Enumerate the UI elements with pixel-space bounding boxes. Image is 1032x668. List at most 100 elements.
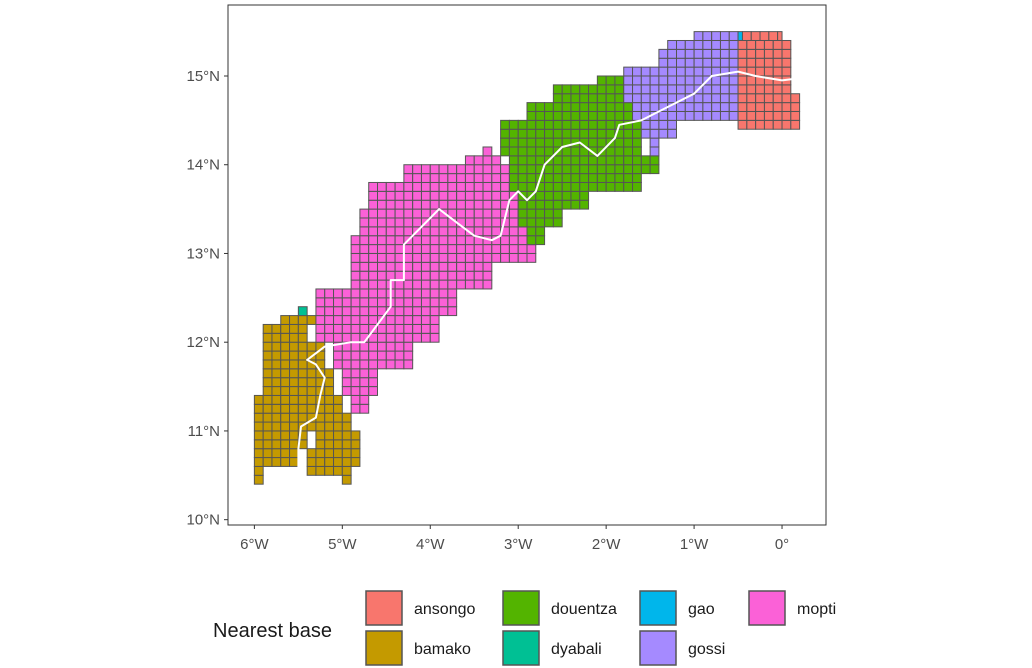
cell-gossi: [728, 93, 739, 104]
y-tick-label: 11°N: [188, 423, 220, 440]
cell-mopti: [482, 199, 493, 210]
cell-ansongo: [781, 57, 792, 68]
cell-mopti: [394, 199, 405, 210]
cell-ansongo: [772, 84, 783, 95]
cell-douentza: [500, 137, 510, 148]
cell-douentza: [570, 181, 581, 192]
cell-bamako: [262, 457, 273, 467]
cell-bamako: [271, 439, 282, 450]
cell-bamako: [271, 332, 282, 343]
cell-bamako: [289, 394, 299, 405]
cell-mopti: [420, 306, 431, 317]
cell-mopti: [438, 297, 449, 308]
cell-mopti: [429, 323, 440, 334]
cell-bamako: [297, 394, 308, 405]
cell-mopti: [447, 190, 458, 201]
cell-bamako: [341, 448, 352, 459]
cell-douentza: [535, 235, 546, 246]
cell-gossi: [693, 57, 704, 68]
cell-douentza: [632, 155, 642, 166]
cell-bamako: [297, 315, 308, 325]
cell-douentza: [561, 93, 572, 104]
cell-douentza: [552, 208, 563, 219]
cell-gossi: [702, 31, 713, 41]
cell-douentza: [588, 155, 598, 166]
cell-douentza: [552, 173, 563, 183]
cell-douentza: [508, 181, 519, 192]
cell-bamako: [280, 386, 291, 396]
cell-douentza: [614, 84, 625, 95]
cell-douentza: [623, 128, 634, 139]
cell-mopti: [333, 306, 343, 317]
cell-douentza: [526, 146, 537, 157]
cell-bamako: [262, 323, 273, 334]
cell-mopti: [508, 244, 519, 254]
cell-mopti: [341, 306, 352, 317]
cell-ansongo: [746, 75, 757, 86]
cell-bamako: [289, 421, 299, 432]
cell-mopti: [359, 315, 370, 325]
cell-gossi: [693, 31, 704, 41]
cell-ansongo: [737, 48, 748, 59]
cell-mopti: [359, 226, 370, 237]
cell-mopti: [394, 341, 405, 352]
cell-mopti: [438, 217, 449, 228]
cell-mopti: [315, 297, 326, 308]
cell-ansongo: [763, 39, 774, 50]
cell-mopti: [508, 217, 519, 228]
cell-mopti: [473, 217, 484, 228]
cell-mopti: [368, 341, 378, 352]
cell-ansongo: [746, 39, 757, 50]
cell-mopti: [403, 288, 414, 299]
cell-gossi: [658, 93, 669, 104]
cell-mopti: [473, 244, 484, 254]
cell-mopti: [447, 199, 458, 210]
cell-gossi: [728, 75, 739, 86]
cell-mopti: [508, 199, 519, 210]
cell-ansongo: [763, 110, 774, 121]
cell-mopti: [394, 315, 405, 325]
cell-gossi: [702, 93, 713, 104]
cell-douentza: [614, 164, 625, 175]
cell-bamako: [289, 403, 299, 414]
cell-bamako: [324, 457, 335, 467]
cell-bamako: [271, 323, 282, 334]
cell-ansongo: [781, 93, 792, 104]
cell-mopti: [447, 261, 458, 272]
cell-mopti: [482, 261, 493, 272]
cell-gossi: [719, 110, 730, 121]
cell-douentza: [570, 146, 581, 157]
cell-bamako: [297, 386, 308, 396]
cell-mopti: [315, 315, 326, 325]
cell-bamako: [280, 439, 291, 450]
cell-mopti: [350, 368, 361, 379]
y-tick-label: 14°N: [186, 157, 220, 174]
cell-mopti: [324, 323, 335, 334]
cell-gossi: [676, 48, 686, 59]
cell-mopti: [394, 217, 405, 228]
cell-mopti: [429, 244, 440, 254]
cell-gossi: [719, 39, 730, 50]
cell-mopti: [412, 190, 422, 201]
legend-label-bamako: bamako: [414, 641, 471, 658]
cell-gossi: [684, 84, 695, 95]
cell-mopti: [368, 368, 378, 379]
cell-mopti: [420, 199, 431, 210]
cell-douentza: [570, 199, 581, 210]
cell-mopti: [429, 199, 440, 210]
cell-douentza: [579, 190, 590, 201]
cell-mopti: [385, 315, 396, 325]
cell-mopti: [403, 181, 414, 192]
cell-douentza: [517, 137, 528, 148]
cell-gossi: [728, 57, 739, 68]
cell-douentza: [517, 155, 528, 166]
cell-mopti: [403, 190, 414, 201]
cell-douentza: [649, 155, 660, 166]
cell-douentza: [500, 119, 510, 130]
cell-bamako: [297, 350, 308, 361]
cell-gossi: [667, 128, 678, 139]
cell-ansongo: [755, 110, 765, 121]
cell-mopti: [429, 217, 440, 228]
cell-bamako: [280, 359, 291, 370]
cell-mopti: [482, 279, 493, 290]
